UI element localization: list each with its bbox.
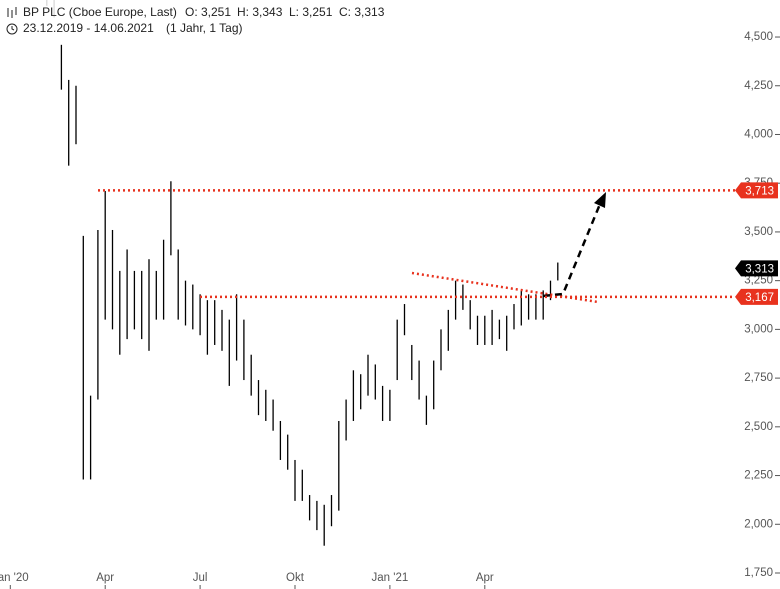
y-tick-label: 4,500 xyxy=(744,31,773,43)
level-label: 3,167 xyxy=(745,292,774,304)
last-price-label: 3,313 xyxy=(745,263,774,275)
y-tick-label: 2,000 xyxy=(744,518,773,530)
y-tick-label: 2,500 xyxy=(744,421,773,433)
price-bars xyxy=(46,0,559,546)
bars-icon xyxy=(7,7,17,18)
level-tag xyxy=(735,288,778,305)
y-tick-label: 2,250 xyxy=(744,470,773,482)
date-range: 23.12.2019 - 14.06.2021 xyxy=(23,21,154,35)
y-tick-label: 4,250 xyxy=(744,80,773,92)
header: BP PLC (Cboe Europe, Last) O: 3,251 H: 3… xyxy=(6,5,385,35)
y-tick-label: 3,000 xyxy=(744,323,773,335)
close: C: 3,313 xyxy=(339,5,385,19)
y-tick-label: 3,250 xyxy=(744,275,773,287)
y-tick-label: 4,000 xyxy=(744,129,773,141)
clock-hand xyxy=(11,26,15,31)
x-tick-label: Okt xyxy=(286,572,305,584)
x-tick-label: Jul xyxy=(193,572,208,584)
y-tick-label: 2,750 xyxy=(744,372,773,384)
x-tick-label: Jan '21 xyxy=(372,572,409,584)
x-tick-label: Apr xyxy=(96,572,114,584)
level-label: 3,713 xyxy=(745,185,774,197)
y-tick-label: 3,500 xyxy=(744,226,773,238)
low: L: 3,251 xyxy=(289,5,333,19)
high: H: 3,343 xyxy=(237,5,283,19)
arrow-line xyxy=(542,203,602,298)
level-tag xyxy=(735,182,778,199)
arrow-head xyxy=(594,192,606,208)
clock-icon xyxy=(6,23,18,35)
y-tick-label: 1,750 xyxy=(744,567,773,579)
header-bg xyxy=(0,0,400,38)
x-tick-label: Apr xyxy=(476,572,494,584)
x-tick-label: Jan '20 xyxy=(0,572,29,584)
period: (1 Jahr, 1 Tag) xyxy=(166,21,243,35)
open: O: 3,251 xyxy=(185,5,231,19)
title: BP PLC (Cboe Europe, Last) xyxy=(23,5,177,19)
last-price-tag xyxy=(735,260,778,277)
